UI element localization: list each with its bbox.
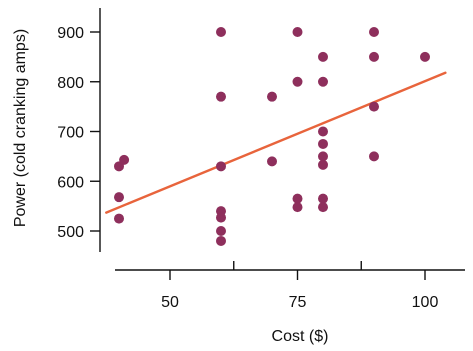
x-tick-label: 75 xyxy=(289,294,307,311)
data-point xyxy=(420,51,430,62)
data-point xyxy=(369,151,379,162)
regression-line xyxy=(105,71,447,214)
x-ticks: 50 75 100 xyxy=(161,261,438,311)
data-point xyxy=(369,27,379,37)
data-point xyxy=(318,76,328,87)
data-point xyxy=(318,138,328,149)
data-point xyxy=(292,76,303,87)
y-tick-label: 700 xyxy=(57,125,84,142)
data-point xyxy=(318,193,328,204)
y-tick-label: 600 xyxy=(57,174,84,191)
y-ticks: 500 600 700 800 900 xyxy=(57,25,100,241)
data-point xyxy=(318,51,328,62)
data-point xyxy=(216,161,226,172)
data-point xyxy=(318,151,328,162)
data-point xyxy=(216,235,226,246)
data-point xyxy=(318,159,328,170)
y-tick-label: 800 xyxy=(57,75,84,92)
y-tick-label: 500 xyxy=(57,224,84,241)
data-point xyxy=(119,154,130,165)
data-point xyxy=(114,192,124,203)
data-point xyxy=(292,27,303,37)
data-point xyxy=(114,213,124,224)
data-point xyxy=(267,91,277,102)
data-point xyxy=(216,27,226,37)
data-point xyxy=(267,156,277,167)
data-point xyxy=(292,202,303,213)
points-layer xyxy=(114,27,430,246)
x-tick-label: 50 xyxy=(161,294,179,311)
x-axis-label: Cost ($) xyxy=(272,328,329,345)
data-point xyxy=(369,51,379,62)
y-axis-label: Power (cold cranking amps) xyxy=(12,29,29,227)
data-point xyxy=(292,193,303,204)
data-point xyxy=(318,126,328,137)
data-point xyxy=(369,101,379,112)
data-point xyxy=(318,202,328,213)
x-tick-label: 100 xyxy=(412,294,439,311)
data-point xyxy=(216,212,226,223)
y-tick-label: 900 xyxy=(57,25,84,42)
data-point xyxy=(216,226,226,236)
regression-line-layer xyxy=(105,71,447,214)
data-point xyxy=(216,91,226,102)
